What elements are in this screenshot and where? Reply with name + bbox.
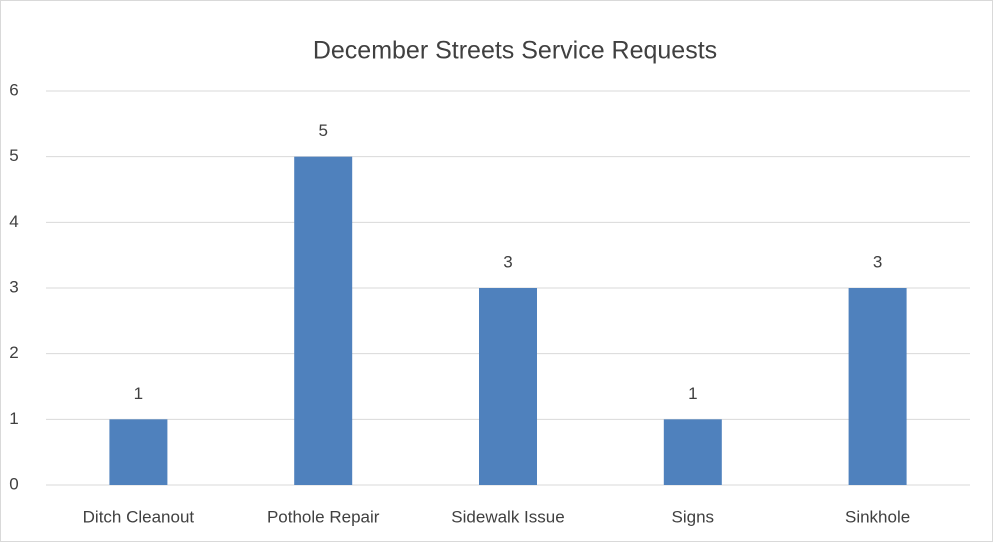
y-tick-label: 4 [9,212,18,231]
y-tick-label: 6 [9,80,18,99]
bar [294,156,353,485]
data-label: 3 [873,252,882,271]
y-tick-label: 1 [9,409,18,428]
y-tick-label: 3 [9,277,18,296]
x-tick-label: Ditch Cleanout [83,507,195,526]
y-tick-label: 5 [9,146,18,165]
x-tick-label: Sinkhole [845,507,910,526]
y-tick-label: 2 [9,343,18,362]
data-label: 5 [318,121,327,140]
x-tick-label: Pothole Repair [267,507,380,526]
bar [479,288,537,485]
x-tick-label: Sidewalk Issue [451,507,564,526]
data-label: 3 [503,252,512,271]
bar [109,419,168,485]
x-tick-label: Signs [672,507,715,526]
chart-title: December Streets Service Requests [313,37,717,65]
bar [848,288,907,485]
data-label: 1 [688,384,697,403]
bar [663,419,722,485]
y-tick-label: 0 [9,474,18,493]
data-label: 1 [134,384,143,403]
